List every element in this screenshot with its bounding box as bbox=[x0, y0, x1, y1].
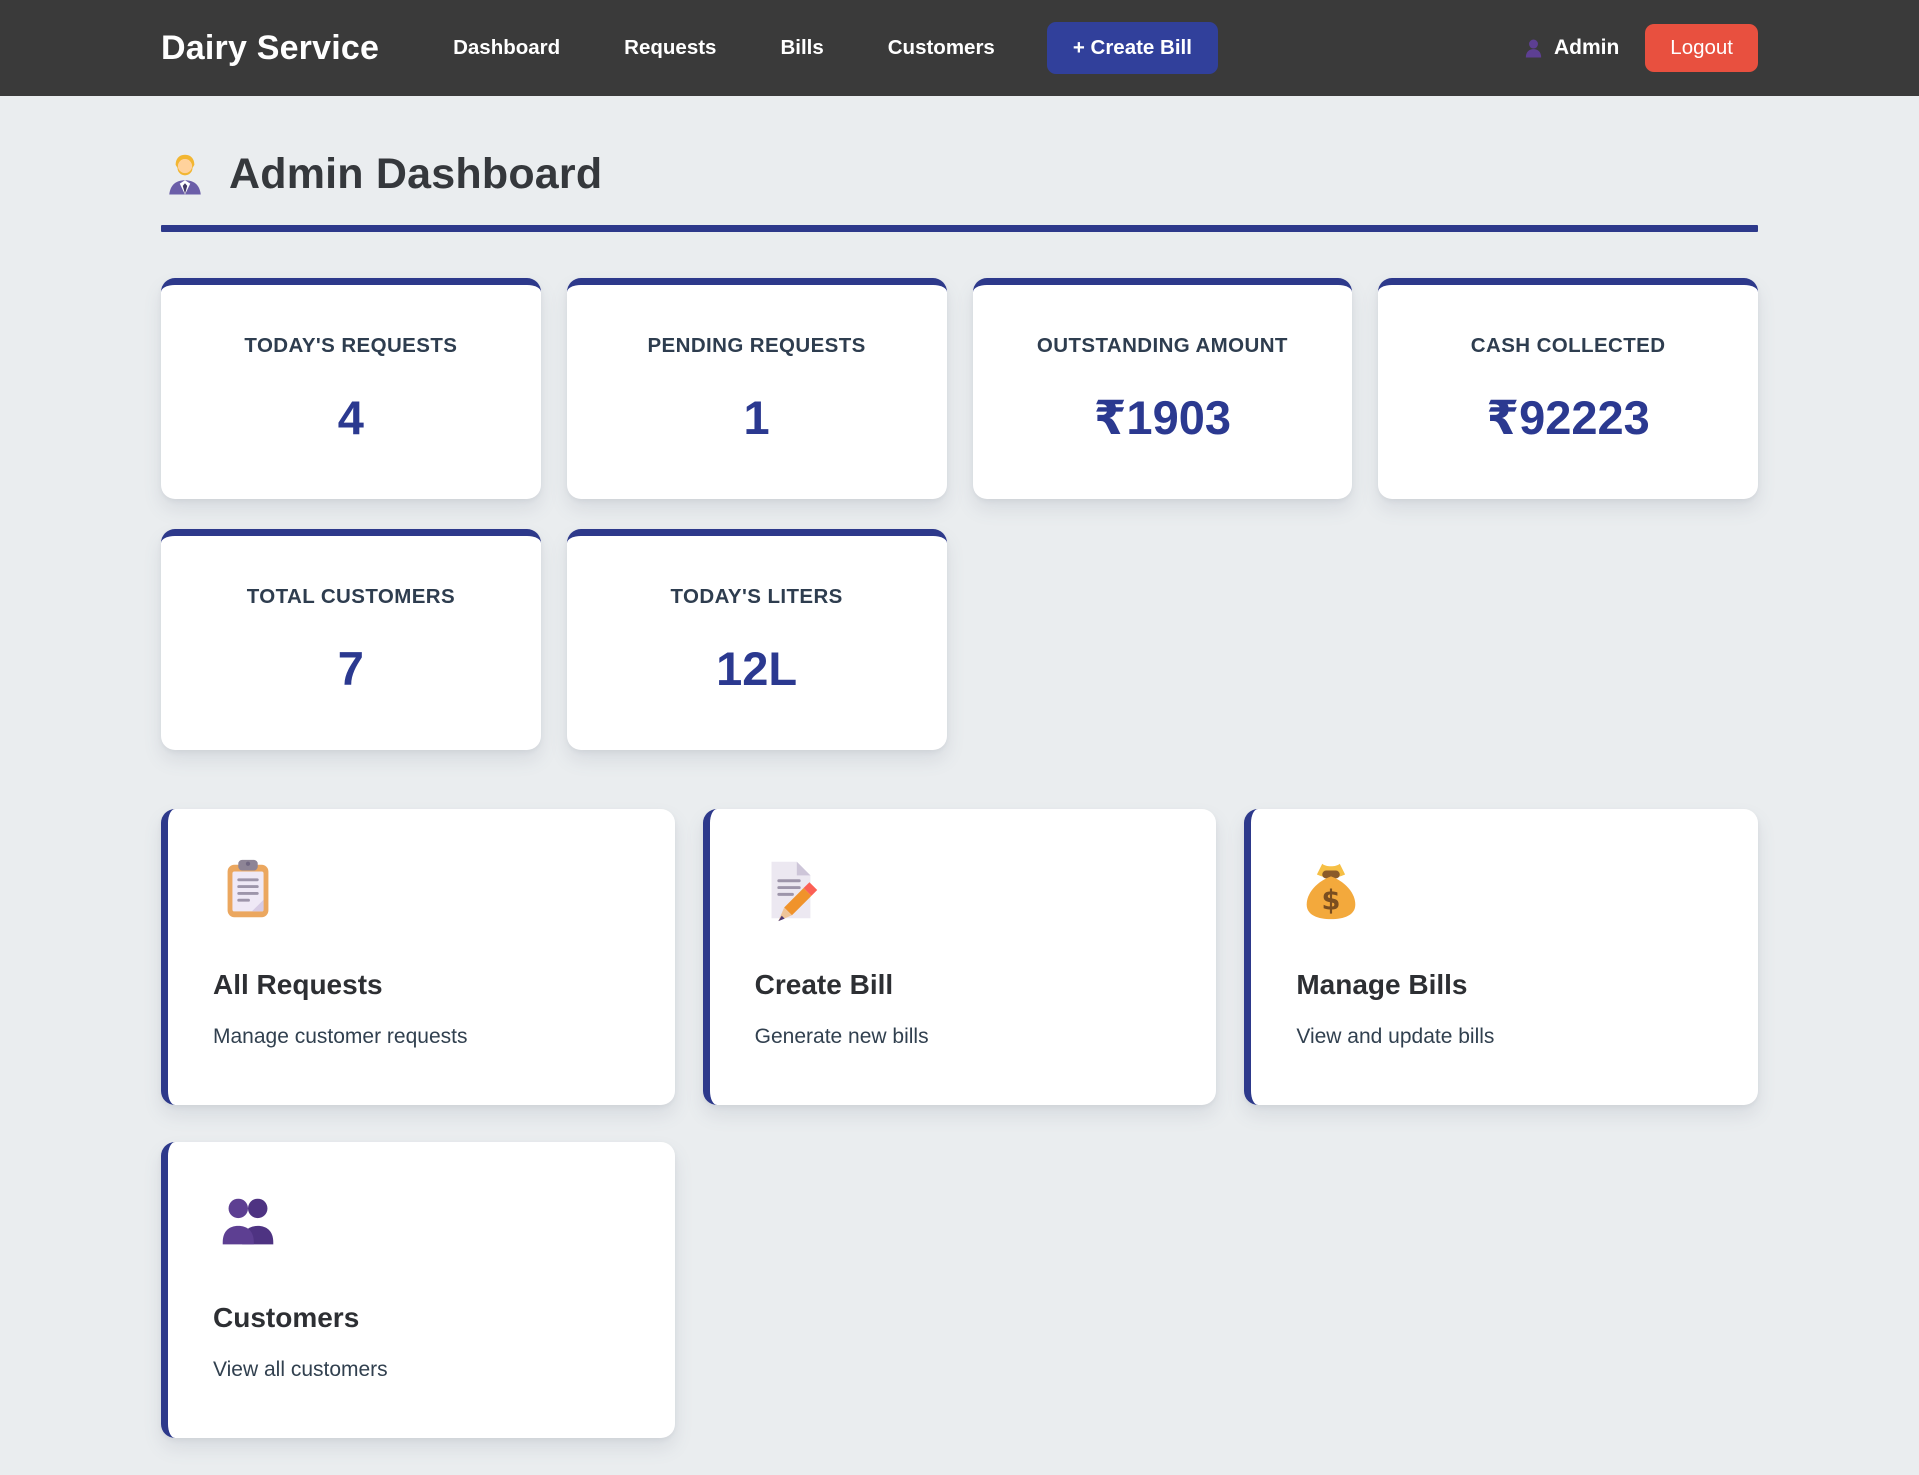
action-description: Generate new bills bbox=[754, 1025, 929, 1048]
nav-item-customers[interactable]: Customers bbox=[887, 36, 995, 59]
action-card-create-bill[interactable]: Create Bill Generate new bills bbox=[702, 809, 1217, 1105]
stat-value: ₹1903 bbox=[1093, 391, 1231, 444]
stat-card-todays-requests: TODAY'S REQUESTS 4 bbox=[161, 278, 541, 499]
actions-grid: All Requests Manage customer requests Cr… bbox=[161, 809, 1758, 1438]
brand-dairy-service[interactable]: Dairy Service bbox=[161, 28, 380, 67]
memo-pencil-icon bbox=[771, 861, 817, 922]
action-card-manage-bills[interactable]: $ Manage Bills View and update bills bbox=[1244, 809, 1758, 1105]
nav-item-dashboard[interactable]: Dashboard bbox=[453, 36, 561, 59]
stat-card-todays-liters: TODAY'S LITERS 12L bbox=[566, 529, 947, 750]
stat-label: TODAY'S REQUESTS bbox=[244, 334, 458, 357]
action-card-customers[interactable]: Customers View all customers bbox=[161, 1142, 675, 1438]
page-header: Admin Dashboard bbox=[161, 150, 1758, 199]
action-title: All Requests bbox=[213, 969, 383, 1000]
logout-button[interactable]: Logout bbox=[1645, 24, 1758, 72]
stat-value: 12L bbox=[716, 642, 798, 695]
action-description: Manage customer requests bbox=[213, 1025, 468, 1048]
office-worker-icon bbox=[169, 154, 201, 194]
action-description: View and update bills bbox=[1296, 1025, 1495, 1048]
logged-in-user: Admin bbox=[1522, 36, 1619, 60]
action-title: Manage Bills bbox=[1296, 969, 1468, 1000]
action-card-all-requests[interactable]: All Requests Manage customer requests bbox=[161, 809, 675, 1105]
stat-value: 4 bbox=[337, 391, 364, 444]
nav-item-requests[interactable]: Requests bbox=[624, 36, 717, 59]
main-content: Admin Dashboard TODAY'S REQUESTS 4 PENDI… bbox=[161, 150, 1758, 1438]
svg-text:$: $ bbox=[1322, 885, 1341, 916]
nav-links: Dashboard Requests Bills Customers bbox=[453, 36, 995, 60]
money-bag-icon: $ bbox=[1307, 863, 1356, 920]
header-divider bbox=[161, 225, 1758, 232]
user-name-label: Admin bbox=[1553, 36, 1620, 59]
clipboard-icon bbox=[227, 859, 269, 918]
navbar-right: Admin Logout bbox=[1522, 24, 1758, 72]
action-description: View all customers bbox=[213, 1358, 388, 1381]
stat-card-cash-collected: CASH COLLECTED ₹92223 bbox=[1378, 278, 1758, 499]
user-icon bbox=[1525, 39, 1542, 57]
stat-label: CASH COLLECTED bbox=[1470, 334, 1666, 357]
stat-card-pending-requests: PENDING REQUESTS 1 bbox=[566, 278, 947, 499]
stat-label: PENDING REQUESTS bbox=[647, 334, 866, 357]
page-title: Admin Dashboard bbox=[229, 150, 603, 198]
stat-card-total-customers: TOTAL CUSTOMERS 7 bbox=[161, 529, 541, 750]
people-icon bbox=[222, 1198, 274, 1245]
stat-label: TOTAL CUSTOMERS bbox=[246, 585, 456, 608]
stats-grid: TODAY'S REQUESTS 4 PENDING REQUESTS 1 OU… bbox=[161, 278, 1758, 750]
stat-label: TODAY'S LITERS bbox=[670, 585, 843, 608]
stat-value: 7 bbox=[337, 642, 364, 695]
action-title: Create Bill bbox=[754, 969, 894, 1000]
navbar: Dairy Service Dashboard Requests Bills C… bbox=[0, 0, 1919, 96]
stat-label: OUTSTANDING AMOUNT bbox=[1036, 334, 1288, 357]
stat-card-outstanding-amount: OUTSTANDING AMOUNT ₹1903 bbox=[972, 278, 1353, 499]
create-bill-button[interactable]: + Create Bill bbox=[1046, 22, 1218, 74]
nav-item-bills[interactable]: Bills bbox=[780, 36, 824, 59]
action-title: Customers bbox=[213, 1302, 360, 1333]
stat-value: ₹92223 bbox=[1486, 391, 1650, 444]
stat-value: 1 bbox=[743, 391, 770, 444]
